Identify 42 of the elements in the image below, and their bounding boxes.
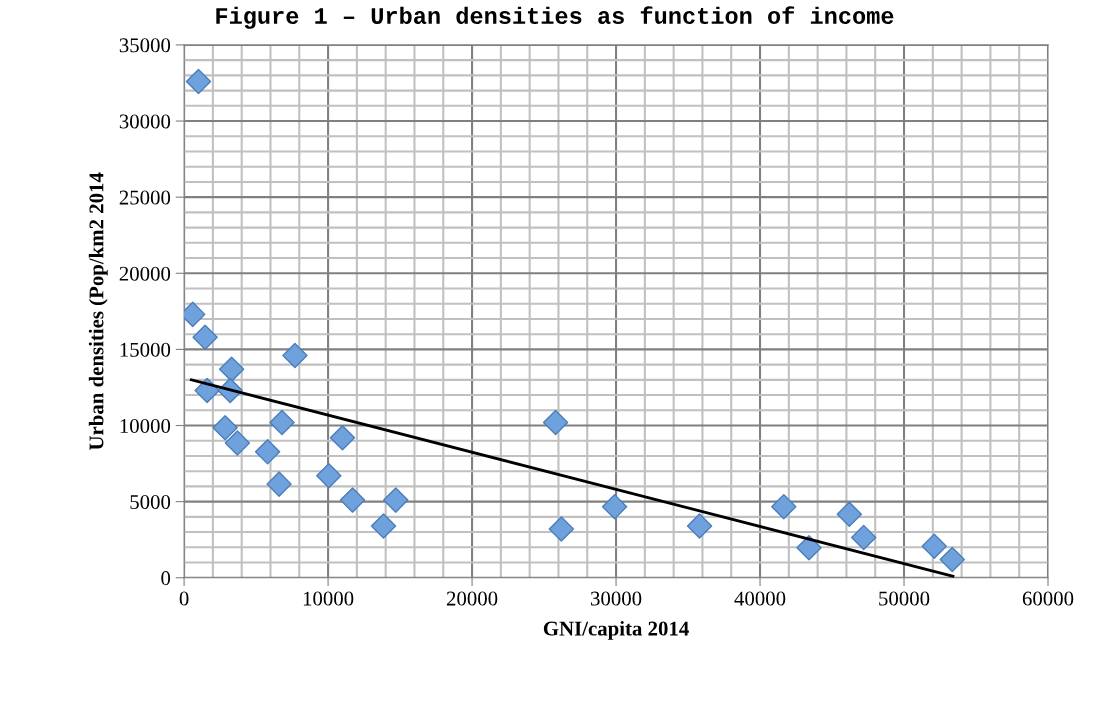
point <box>224 430 251 456</box>
point <box>212 415 238 441</box>
point <box>850 524 877 551</box>
y-tick-label: 5000 <box>130 495 171 510</box>
point <box>686 513 713 539</box>
y-tick-label: 30000 <box>119 114 171 129</box>
y-tick-label: 25000 <box>119 190 171 205</box>
y-tick-label: 0 <box>161 571 171 586</box>
point <box>542 409 569 436</box>
x-tick-label: 40000 <box>734 591 786 606</box>
x-tick-label: 60000 <box>1022 591 1074 606</box>
y-tick-label: 10000 <box>120 418 171 433</box>
point <box>192 324 218 350</box>
point <box>185 68 212 95</box>
point <box>254 439 281 465</box>
y-axis-title: Urban densities (Pop/km2 2014 <box>88 172 108 451</box>
point <box>329 424 356 451</box>
x-tick-label: 30000 <box>591 591 642 606</box>
y-tick-label: 35000 <box>119 38 171 53</box>
point <box>939 546 965 573</box>
x-tick-label: 10000 <box>303 591 354 606</box>
point <box>316 463 342 489</box>
y-tick-label: 20000 <box>119 266 171 281</box>
x-tick-label: 0 <box>179 591 189 606</box>
point <box>269 409 295 436</box>
point <box>218 356 245 382</box>
y-tick-label: 15000 <box>120 342 171 357</box>
point <box>266 471 292 497</box>
x-axis-title: GNI/capita 2014 <box>543 620 689 640</box>
point <box>796 535 822 561</box>
point <box>282 342 308 369</box>
point <box>601 493 628 520</box>
point <box>548 516 575 542</box>
point <box>836 501 863 527</box>
x-tick-label: 50000 <box>879 591 930 606</box>
point <box>771 493 797 520</box>
x-tick-label: 20000 <box>446 591 498 606</box>
point <box>921 533 947 559</box>
point <box>370 513 397 539</box>
point <box>383 487 409 513</box>
point <box>339 487 366 513</box>
chart-title: Figure 1 – Urban densities as function of income <box>216 6 894 29</box>
